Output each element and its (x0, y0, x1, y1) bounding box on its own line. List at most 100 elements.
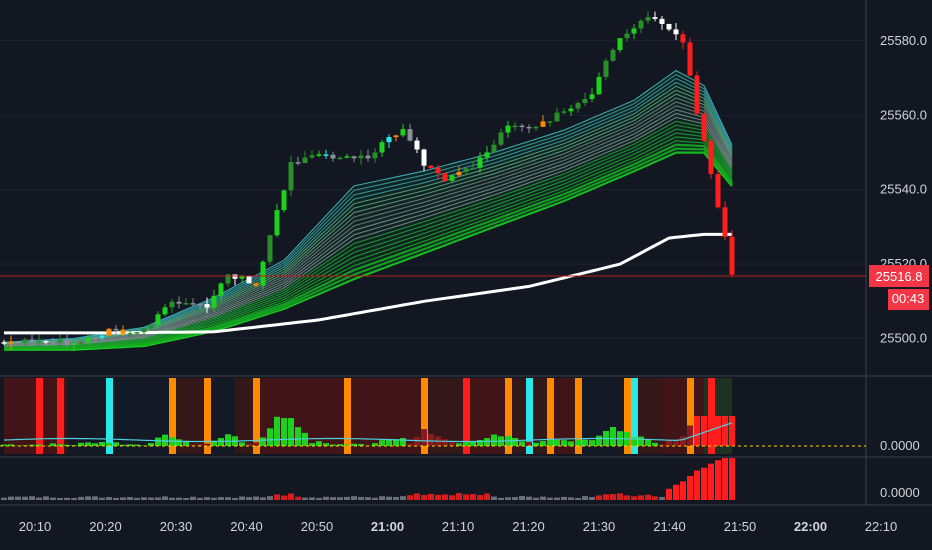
candle-body (29, 339, 35, 342)
volume-bar (15, 496, 21, 500)
volume-bar (435, 494, 441, 500)
oscillator-histogram-bar (701, 416, 707, 446)
oscillator-histogram-bar (267, 428, 273, 446)
candle-body (421, 149, 427, 166)
volume-bar (582, 496, 588, 500)
oscillator-histogram-bar (708, 416, 714, 446)
volume-bar (50, 497, 56, 500)
oscillator-histogram-bar (715, 416, 721, 446)
candle-body (645, 17, 651, 21)
candle-body (134, 332, 140, 334)
volume-bar (687, 476, 693, 500)
ema-ribbon-line (4, 151, 733, 351)
candle-body (365, 155, 371, 159)
volume-bar (64, 497, 70, 500)
ema-ribbon-line (3, 128, 733, 349)
oscillator-histogram-bar (225, 434, 231, 446)
candle-body (400, 129, 406, 136)
candle-body (36, 340, 42, 343)
candle-body (99, 335, 105, 338)
oscillator-histogram-bar (722, 416, 728, 446)
time-tick-label: 21:40 (653, 519, 686, 534)
volume-bar (211, 497, 217, 500)
volume-bar (246, 497, 252, 500)
candle-body (169, 301, 175, 308)
candle-body (1, 342, 7, 344)
candle-body (687, 42, 693, 76)
oscillator-signal-bar (463, 378, 470, 454)
volume-bar (239, 496, 245, 500)
time-tick-label: 20:20 (89, 519, 122, 534)
candle-body (617, 38, 623, 51)
volume-bar (428, 493, 434, 500)
volume-bar (267, 496, 273, 500)
volume-bar (1, 497, 7, 500)
oscillator-histogram-bar (92, 443, 98, 446)
candle-body (379, 142, 385, 153)
volume-bar (92, 496, 98, 500)
oscillator-signal-bar (631, 378, 638, 454)
oscillator-histogram-bar (288, 418, 294, 446)
volume-bar (36, 497, 42, 500)
oscillator-signal-bar (687, 378, 694, 454)
candle-body (386, 137, 392, 143)
oscillator-histogram-bar (85, 442, 91, 446)
candle-body (295, 162, 301, 164)
price-tick-label: 25540.0 (880, 182, 927, 197)
oscillator-tick-label: 0.0000 (880, 438, 920, 453)
candle-body (351, 156, 357, 159)
oscillator-histogram-bar (239, 442, 245, 446)
candle-body (232, 274, 238, 279)
time-axis[interactable]: 20:10 20:20 20:30 20:40 20:50 21:00 21:1… (19, 519, 898, 534)
volume-bar (603, 494, 609, 500)
oscillator-histogram-bar (386, 439, 392, 446)
time-tick-label: 20:50 (301, 519, 334, 534)
oscillator-histogram-bar (323, 443, 329, 446)
volume-bar (533, 497, 539, 500)
volume-bar (113, 497, 119, 500)
candle-body (526, 126, 532, 129)
oscillator-histogram-bar (197, 443, 203, 446)
volume-bar (701, 467, 707, 500)
time-tick-label: 21:30 (583, 519, 616, 534)
candle-body (43, 340, 49, 343)
oscillator-histogram-bar (540, 441, 546, 446)
price-tick-label: 25580.0 (880, 33, 927, 48)
countdown-label: 00:43 (892, 291, 925, 306)
volume-bar (295, 496, 301, 500)
oscillator-histogram-bar (64, 444, 70, 446)
ema-ribbon-line (3, 97, 733, 346)
oscillator-histogram-bar (442, 438, 448, 446)
volume-bar (568, 497, 574, 500)
volume-bar (561, 496, 567, 500)
oscillator-bars (1, 378, 735, 454)
last-price-badge: 25516.8 00:43 (869, 265, 929, 311)
oscillator-histogram-bar (512, 438, 518, 446)
oscillator-histogram-bar (673, 439, 679, 446)
volume-bar (386, 496, 392, 500)
volume-bar (316, 497, 322, 500)
candle-body (428, 165, 434, 168)
oscillator-histogram-bar (162, 434, 168, 446)
ema-ribbon-line (3, 112, 733, 347)
oscillator-signal-bar (505, 378, 512, 454)
ema-ribbon-line (3, 105, 733, 346)
oscillator-signal-bar (344, 378, 351, 454)
price-axis[interactable]: 25580.0 25560.0 25540.0 25520.0 25500.0 (880, 33, 927, 346)
volume-bar (463, 494, 469, 500)
volume-bar (351, 496, 357, 500)
candle-body (505, 125, 511, 133)
oscillator-signal-bar (36, 378, 43, 454)
oscillator-histogram-bar (477, 440, 483, 446)
candle-body (582, 99, 588, 104)
candle-body (533, 126, 539, 129)
oscillator-histogram-bar (155, 437, 161, 446)
ema-ribbon-line (3, 116, 733, 348)
candle-body (176, 301, 182, 304)
candle-body (323, 154, 329, 156)
oscillator-histogram-bar (414, 436, 420, 446)
candle-body (666, 23, 672, 30)
candle-body (15, 341, 21, 343)
